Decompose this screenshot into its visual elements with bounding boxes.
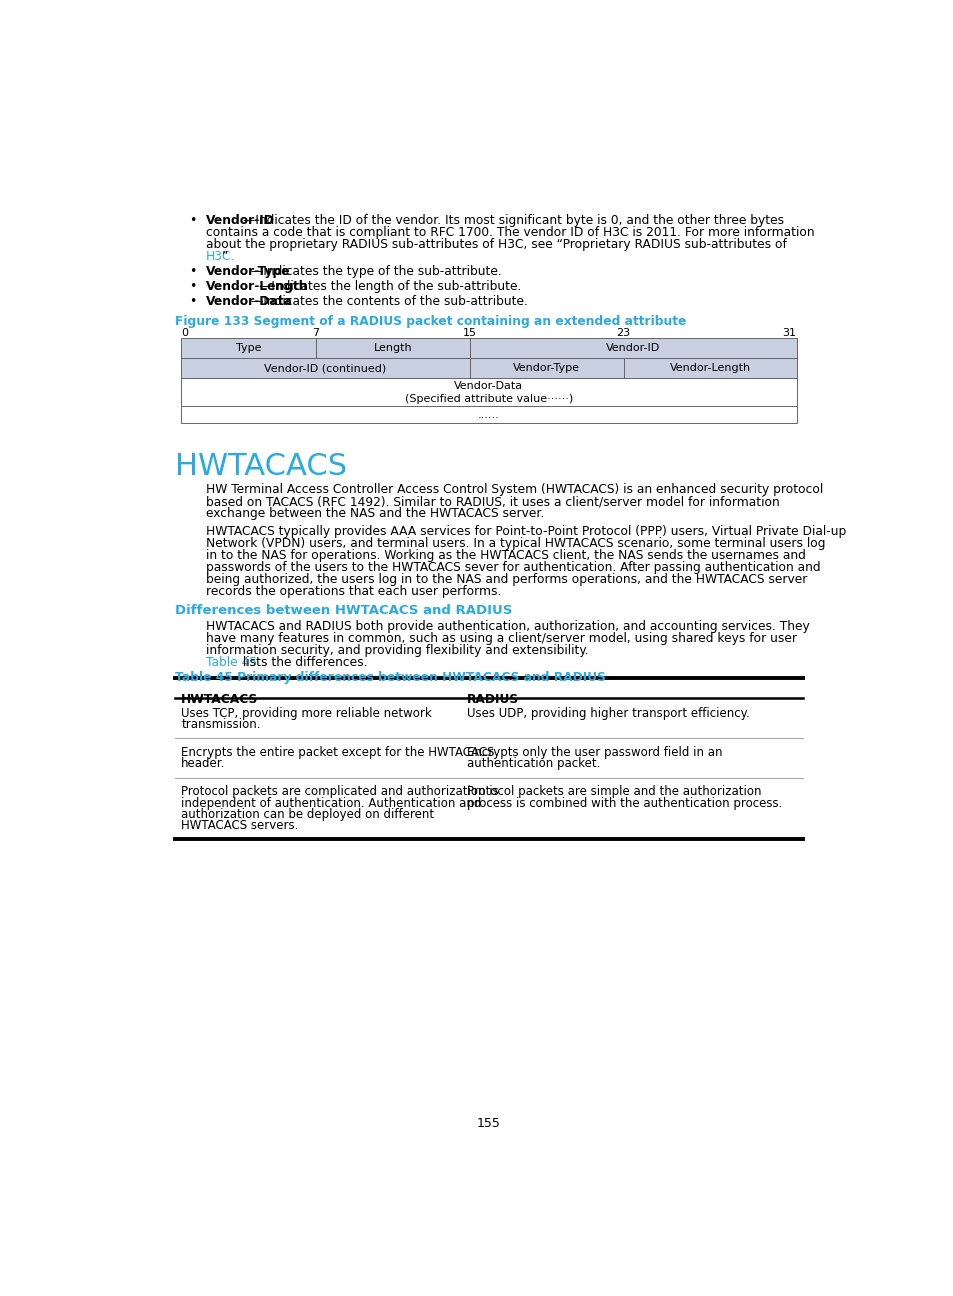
Text: 31: 31: [781, 328, 796, 338]
Text: based on TACACS (RFC 1492). Similar to RADIUS, it uses a client/server model for: based on TACACS (RFC 1492). Similar to R…: [206, 495, 779, 508]
Text: Vendor-Type: Vendor-Type: [206, 264, 291, 277]
Bar: [181, 406, 796, 422]
Text: Protocol packets are simple and the authorization: Protocol packets are simple and the auth…: [466, 785, 760, 798]
Text: Network (VPDN) users, and terminal users. In a typical HWTACACS scenario, some t: Network (VPDN) users, and terminal users…: [206, 537, 824, 550]
Text: HW Terminal Access Controller Access Control System (HWTACACS) is an enhanced se: HW Terminal Access Controller Access Con…: [206, 483, 822, 496]
Text: Length: Length: [373, 343, 412, 354]
Text: Encrypts the entire packet except for the HWTACACS: Encrypts the entire packet except for th…: [181, 746, 494, 759]
Text: Encrypts only the user password field in an: Encrypts only the user password field in…: [466, 746, 721, 759]
Text: HWTACACS typically provides AAA services for Point-to-Point Protocol (PPP) users: HWTACACS typically provides AAA services…: [206, 525, 845, 538]
Text: passwords of the users to the HWTACACS sever for authentication. After passing a: passwords of the users to the HWTACACS s…: [206, 561, 820, 574]
Text: HWTACACS and RADIUS both provide authentication, authorization, and accounting s: HWTACACS and RADIUS both provide authent…: [206, 619, 809, 632]
Text: HWTACACS: HWTACACS: [181, 693, 258, 706]
Text: independent of authentication. Authentication and: independent of authentication. Authentic…: [181, 797, 481, 810]
Text: •: •: [189, 214, 196, 227]
Bar: [469, 338, 796, 359]
Text: Uses TCP, providing more reliable network: Uses TCP, providing more reliable networ…: [181, 706, 432, 719]
Text: •: •: [189, 280, 196, 293]
Text: in to the NAS for operations. Working as the HWTACACS client, the NAS sends the : in to the NAS for operations. Working as…: [206, 550, 805, 562]
Text: authorization can be deployed on different: authorization can be deployed on differe…: [181, 807, 434, 820]
Text: exchange between the NAS and the HWTACACS server.: exchange between the NAS and the HWTACAC…: [206, 507, 544, 520]
Text: 155: 155: [476, 1117, 500, 1130]
Text: —Indicates the length of the sub-attribute.: —Indicates the length of the sub-attribu…: [259, 280, 521, 293]
Text: records the operations that each user performs.: records the operations that each user pe…: [206, 584, 501, 597]
Text: Table 45 Primary differences between HWTACACS and RADIUS: Table 45 Primary differences between HWT…: [174, 671, 605, 684]
Text: process is combined with the authentication process.: process is combined with the authenticat…: [466, 797, 781, 810]
Text: 0: 0: [181, 328, 188, 338]
Text: H3C.: H3C.: [206, 250, 235, 263]
Text: 7: 7: [312, 328, 319, 338]
Text: 15: 15: [462, 328, 476, 338]
Text: contains a code that is compliant to RFC 1700. The vendor ID of H3C is 2011. For: contains a code that is compliant to RFC…: [206, 226, 814, 238]
Text: Vendor-ID (continued): Vendor-ID (continued): [264, 363, 386, 373]
Text: Vendor-Data
(Specified attribute value······): Vendor-Data (Specified attribute value··…: [404, 381, 573, 403]
Text: Figure 133 Segment of a RADIUS packet containing an extended attribute: Figure 133 Segment of a RADIUS packet co…: [174, 315, 686, 328]
Text: ......: ......: [477, 410, 499, 420]
Text: Vendor-Length: Vendor-Length: [206, 280, 308, 293]
Text: authentication packet.: authentication packet.: [466, 757, 599, 770]
Text: ”: ”: [222, 250, 229, 263]
Text: header.: header.: [181, 757, 226, 770]
Text: Uses UDP, providing higher transport efficiency.: Uses UDP, providing higher transport eff…: [466, 706, 749, 719]
Text: —Indicates the ID of the vendor. Its most significant byte is 0, and the other t: —Indicates the ID of the vendor. Its mos…: [243, 214, 783, 227]
Text: Type: Type: [235, 343, 261, 354]
Text: Differences between HWTACACS and RADIUS: Differences between HWTACACS and RADIUS: [174, 604, 512, 617]
Bar: [623, 359, 796, 378]
Text: about the proprietary RADIUS sub-attributes of H3C, see “Proprietary RADIUS sub-: about the proprietary RADIUS sub-attribu…: [206, 238, 786, 251]
Text: information security, and providing flexibility and extensibility.: information security, and providing flex…: [206, 644, 588, 657]
Text: 23: 23: [616, 328, 630, 338]
Text: •: •: [189, 264, 196, 277]
Text: have many features in common, such as using a client/server model, using shared : have many features in common, such as us…: [206, 631, 796, 645]
Text: RADIUS: RADIUS: [466, 693, 518, 706]
Bar: [181, 359, 469, 378]
Bar: [181, 338, 315, 359]
Text: Vendor-ID: Vendor-ID: [605, 343, 659, 354]
Text: —Indicates the type of the sub-attribute.: —Indicates the type of the sub-attribute…: [251, 264, 501, 277]
Text: Vendor-Length: Vendor-Length: [669, 363, 750, 373]
Text: —Indicates the contents of the sub-attribute.: —Indicates the contents of the sub-attri…: [251, 295, 527, 308]
Text: lists the differences.: lists the differences.: [238, 656, 367, 669]
Text: Vendor-ID: Vendor-ID: [206, 214, 274, 227]
Text: HWTACACS servers.: HWTACACS servers.: [181, 819, 298, 832]
Text: Table 45: Table 45: [206, 656, 257, 669]
Bar: [181, 378, 796, 406]
Text: being authorized, the users log in to the NAS and performs operations, and the H: being authorized, the users log in to th…: [206, 573, 806, 586]
Text: Vendor-Type: Vendor-Type: [513, 363, 579, 373]
Text: •: •: [189, 295, 196, 308]
Text: Protocol packets are complicated and authorization is: Protocol packets are complicated and aut…: [181, 785, 498, 798]
Text: transmission.: transmission.: [181, 718, 260, 731]
Text: HWTACACS: HWTACACS: [174, 452, 347, 481]
Bar: [315, 338, 469, 359]
Text: Vendor-Data: Vendor-Data: [206, 295, 293, 308]
Bar: [469, 359, 623, 378]
